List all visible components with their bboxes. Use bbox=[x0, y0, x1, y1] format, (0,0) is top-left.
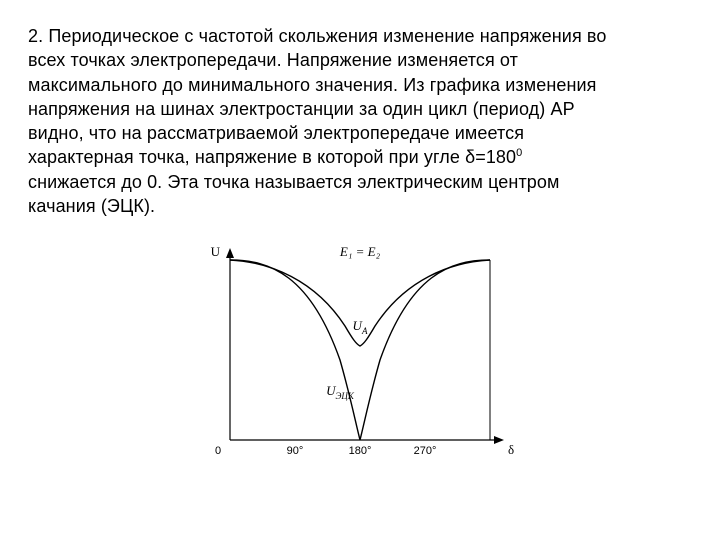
document-page: 2. Периодическое с частотой скольжения и… bbox=[0, 0, 720, 470]
text-line: всех точках электропередачи. Напряжение … bbox=[28, 50, 518, 70]
figure-container: U δ 0 90° 180° 270° E₁ = E₂ UA UЭЦК bbox=[28, 240, 692, 470]
main-paragraph: 2. Периодическое с частотой скольжения и… bbox=[28, 24, 692, 218]
text-line: видно, что на рассматриваемой электропер… bbox=[28, 123, 524, 143]
x-tick-labels: 90° 180° 270° bbox=[287, 445, 437, 457]
inner-curve bbox=[230, 260, 490, 346]
text-line: 2. Периодическое с частотой скольжения и… bbox=[28, 26, 606, 46]
annotation-low: UЭЦК bbox=[326, 383, 355, 401]
text-line: качания (ЭЦК). bbox=[28, 196, 155, 216]
y-axis-label: U bbox=[211, 244, 221, 259]
superscript: 0 bbox=[516, 147, 522, 159]
annotation-top: E₁ = E₂ bbox=[339, 244, 381, 259]
outer-curve bbox=[230, 260, 490, 440]
text-line: максимального до минимального значения. … bbox=[28, 75, 597, 95]
x-axis-arrow-icon bbox=[494, 436, 504, 444]
x-axis-label: δ bbox=[508, 442, 514, 457]
voltage-chart: U δ 0 90° 180° 270° E₁ = E₂ UA UЭЦК bbox=[200, 240, 520, 470]
origin-label: 0 bbox=[215, 445, 221, 457]
text-line: напряжения на шинах электростанции за од… bbox=[28, 99, 575, 119]
text-line: снижается до 0. Эта точка называется эле… bbox=[28, 172, 559, 192]
y-axis-arrow-icon bbox=[226, 248, 234, 258]
text-line: характерная точка, напряжение в которой … bbox=[28, 147, 516, 167]
x-tick: 90° bbox=[287, 445, 304, 457]
annotation-mid: UA bbox=[353, 318, 368, 336]
x-tick: 180° bbox=[349, 445, 372, 457]
x-tick: 270° bbox=[414, 445, 437, 457]
